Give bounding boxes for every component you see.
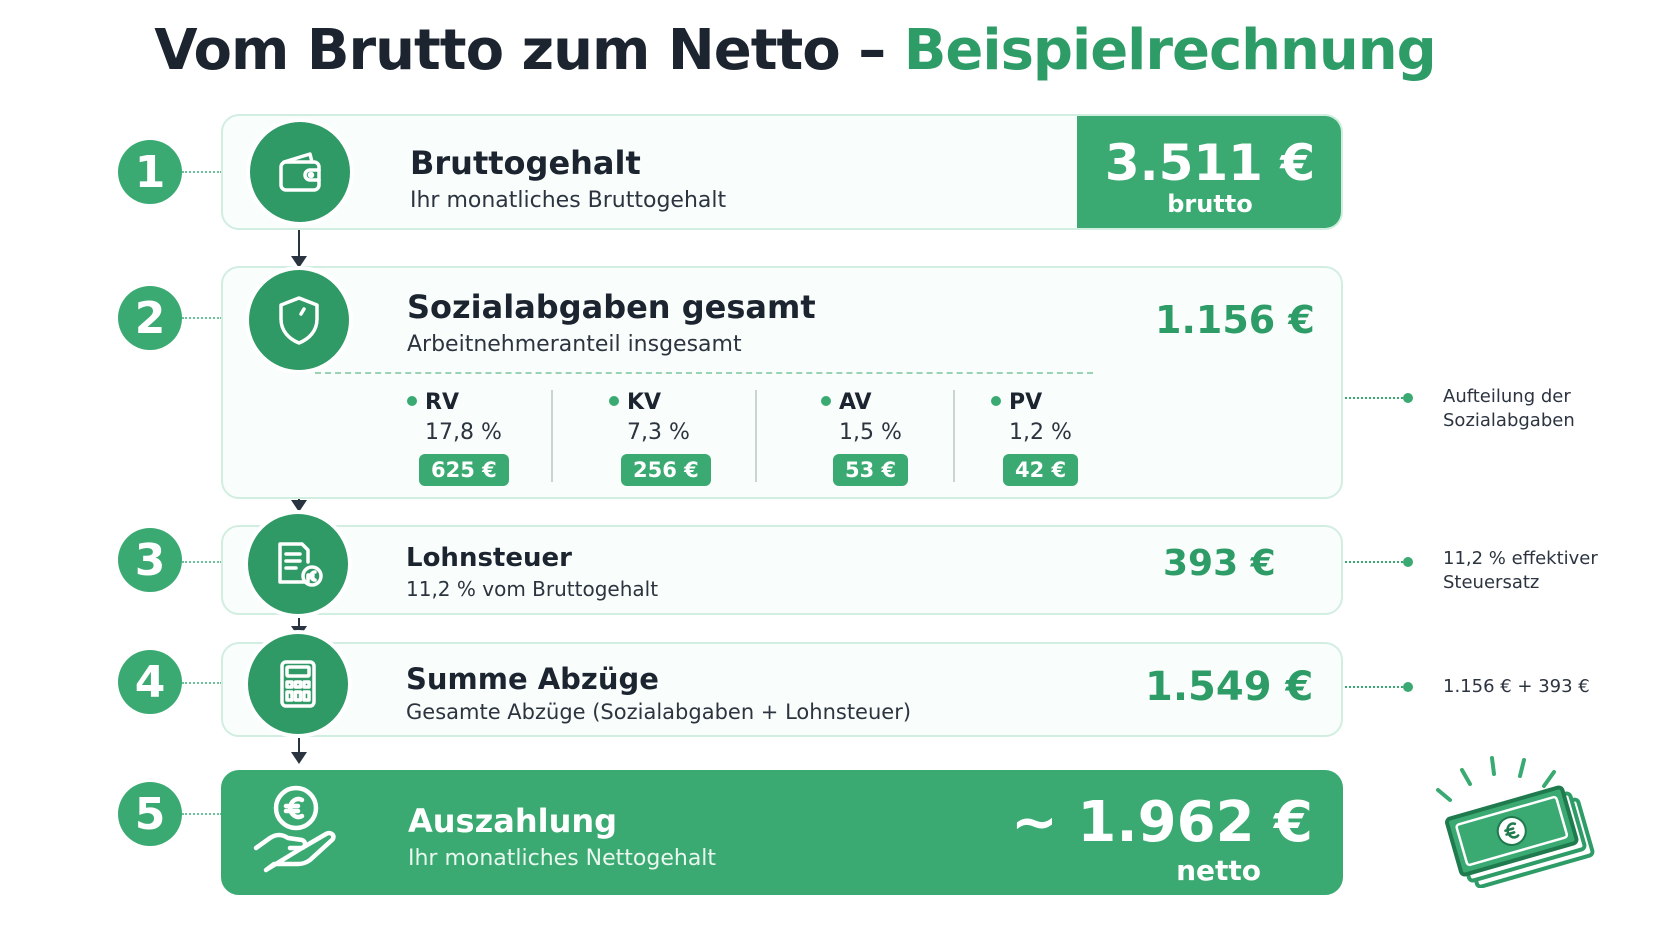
step-subtitle: 11,2 % vom Bruttogehalt (406, 577, 659, 601)
note-link-2 (1345, 397, 1407, 399)
step-subtitle: Arbeitnehmeranteil insgesamt (407, 332, 742, 357)
calculator-icon (248, 634, 348, 734)
title-part-2: Beispielrechnung (903, 18, 1437, 83)
breakdown-label: AV (821, 390, 872, 415)
shield-icon (249, 270, 349, 370)
breakdown-label: PV (991, 390, 1042, 415)
step-heading: Summe Abzüge (406, 662, 659, 696)
summe-abzuege-amount: 1.549 € (1145, 664, 1314, 710)
note-line: Aufteilung der (1443, 386, 1571, 407)
note-dot-3 (1403, 557, 1413, 567)
bullet-dot (821, 396, 831, 406)
title-separator: – (858, 18, 886, 83)
note-link-3 (1345, 561, 1407, 563)
breakdown-amount-badge: 53 € (833, 454, 909, 486)
note-summe: 1.156 € + 393 € (1443, 675, 1590, 699)
brutto-label: brutto (1167, 190, 1253, 218)
step-heading: Lohnsteuer (406, 543, 572, 573)
step-heading: Auszahlung (408, 802, 618, 840)
bullet-dot (407, 396, 417, 406)
breakdown-label-text: KV (627, 390, 662, 415)
bullet-dot (609, 396, 619, 406)
wallet-icon (250, 122, 350, 222)
breakdown-percent: 1,5 % (839, 420, 902, 445)
breakdown-divider (755, 390, 757, 482)
money-stack-icon (1430, 748, 1610, 889)
step-link-2 (182, 317, 222, 319)
breakdown-divider (551, 390, 553, 482)
breakdown-divider (953, 390, 955, 482)
netto-label: netto (1176, 854, 1261, 887)
hand-euro-icon (246, 778, 346, 878)
step-number-3: 3 (118, 528, 182, 592)
step-number-4: 4 (118, 650, 182, 714)
flow-arrow-1 (291, 256, 307, 268)
flow-arrow-4 (291, 752, 307, 764)
note-line: 1.156 € + 393 € (1443, 676, 1590, 697)
note-link-4 (1345, 686, 1407, 688)
breakdown-amount-badge: 42 € (1003, 454, 1079, 486)
breakdown-label-text: RV (425, 390, 459, 415)
note-sozialabgaben: Aufteilung der Sozialabgaben (1443, 385, 1575, 433)
title-part-1: Vom Brutto zum Netto (154, 18, 840, 83)
note-dot-2 (1403, 393, 1413, 403)
card-sozialabgaben: Sozialabgaben gesamt Arbeitnehmeranteil … (221, 266, 1343, 499)
card-lohnsteuer: Lohnsteuer 11,2 % vom Bruttogehalt 393 € (221, 525, 1343, 615)
card-auszahlung: Auszahlung Ihr monatliches Nettogehalt ~… (221, 770, 1343, 895)
breakdown-percent: 1,2 % (1009, 420, 1072, 445)
flow-line-3 (298, 612, 300, 632)
page-title: Vom Brutto zum Netto – Beispielrechnung (0, 18, 1590, 83)
step-link-5 (182, 813, 222, 815)
note-lohnsteuer: 11,2 % effektiver Steuersatz (1443, 547, 1598, 595)
step-number-1: 1 (118, 140, 182, 204)
step-heading: Bruttogehalt (410, 144, 641, 182)
netto-amount: ~ 1.962 € (1010, 790, 1313, 855)
breakdown-percent: 17,8 % (425, 420, 502, 445)
breakdown-label-text: PV (1009, 390, 1043, 415)
step-subtitle: Ihr monatliches Bruttogehalt (410, 188, 727, 213)
breakdown-label: RV (407, 390, 459, 415)
breakdown-separator (315, 372, 1093, 374)
flow-line-1 (298, 218, 300, 264)
lohnsteuer-amount: 393 € (1163, 543, 1276, 584)
card-summe-abzuege: Summe Abzüge Gesamte Abzüge (Sozialabgab… (221, 642, 1343, 737)
step-subtitle: Gesamte Abzüge (Sozialabgaben + Lohnsteu… (406, 700, 912, 724)
bullet-dot (991, 396, 1001, 406)
breakdown-percent: 7,3 % (627, 420, 690, 445)
sozialabgaben-amount: 1.156 € (1155, 298, 1315, 342)
step-subtitle: Ihr monatliches Nettogehalt (408, 846, 717, 871)
breakdown-amount-badge: 625 € (419, 454, 509, 486)
note-line: 11,2 % effektiver (1443, 548, 1598, 569)
step-number-2: 2 (118, 286, 182, 350)
step-link-3 (182, 561, 222, 563)
flow-arrow-2 (291, 500, 307, 512)
step-heading: Sozialabgaben gesamt (407, 288, 816, 326)
step-link-4 (182, 682, 222, 684)
breakdown-amount-badge: 256 € (621, 454, 711, 486)
card-bruttogehalt: Bruttogehalt Ihr monatliches Bruttogehal… (221, 114, 1343, 230)
note-line: Steuersatz (1443, 572, 1540, 593)
breakdown-label-text: AV (839, 390, 872, 415)
tax-document-icon (248, 514, 348, 614)
brutto-amount: 3.511 € (1104, 134, 1316, 192)
breakdown-label: KV (609, 390, 661, 415)
note-line: Sozialabgaben (1443, 410, 1575, 431)
step-number-5: 5 (118, 782, 182, 846)
flow-line-4 (298, 728, 300, 756)
step-link-1 (182, 171, 222, 173)
note-dot-4 (1403, 682, 1413, 692)
brutto-amount-box: 3.511 € brutto (1077, 116, 1341, 228)
